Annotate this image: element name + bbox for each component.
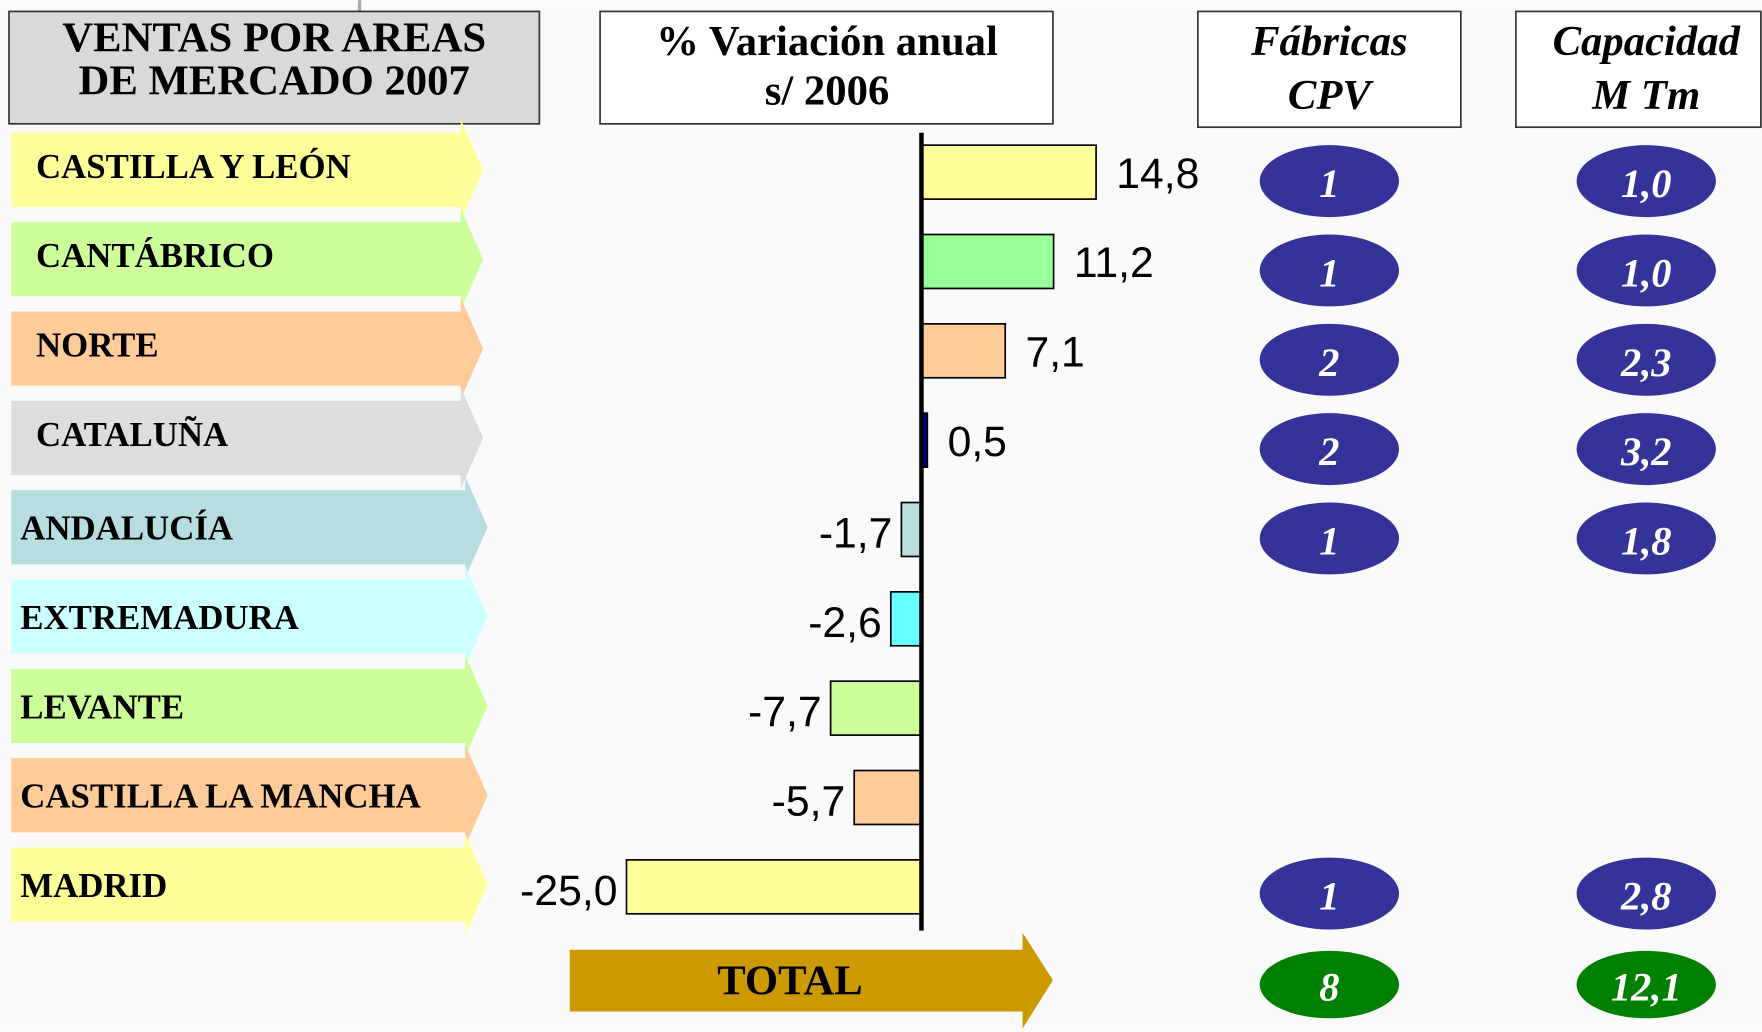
table-value: 1,0 <box>1621 161 1672 206</box>
category-arrow <box>11 744 488 846</box>
value-oval <box>1576 145 1716 218</box>
bar <box>920 323 1007 379</box>
value-oval <box>1576 413 1716 486</box>
category-arrow <box>11 834 488 936</box>
header-box <box>8 10 541 125</box>
chart-title: s/ 2006 <box>765 67 890 114</box>
table-value: 1,8 <box>1621 518 1672 563</box>
value-label: -1,7 <box>819 510 893 558</box>
value-label: -25,0 <box>520 867 617 915</box>
header-title: DE MERCADO 2007 <box>79 57 470 104</box>
value-label: 7,1 <box>1025 329 1084 377</box>
table-value: 1,0 <box>1621 250 1672 295</box>
table-total: 8 <box>1319 965 1339 1010</box>
value-label: -7,7 <box>748 688 822 736</box>
bar <box>625 859 923 915</box>
category-label: CANTÁBRICO <box>36 236 274 275</box>
column-header-box <box>1197 10 1462 129</box>
value-oval <box>1259 502 1400 575</box>
bar <box>920 144 1097 200</box>
category-label: CATALUÑA <box>36 415 228 454</box>
bar <box>853 769 923 826</box>
category-label: LEVANTE <box>20 687 184 726</box>
category-label: CASTILLA Y LEÓN <box>36 146 351 186</box>
header-title: VENTAS POR AREAS <box>62 15 486 62</box>
value-label: 0,5 <box>948 418 1007 466</box>
category-arrow <box>11 208 484 310</box>
bar <box>900 501 923 558</box>
category-arrow <box>11 387 484 489</box>
total-label: TOTAL <box>717 957 863 1004</box>
value-oval <box>1576 857 1716 930</box>
table-value: 1 <box>1319 161 1339 206</box>
column-header: Fábricas <box>1250 18 1408 65</box>
value-oval <box>1576 234 1716 307</box>
bar <box>889 591 923 647</box>
chart-title: % Variación anual <box>656 18 998 65</box>
value-oval <box>1259 234 1400 307</box>
value-oval <box>1259 857 1400 930</box>
category-arrow <box>11 119 484 221</box>
table-value: 2,8 <box>1620 874 1672 919</box>
total-oval <box>1259 950 1400 1019</box>
column-header: CPV <box>1288 72 1375 119</box>
value-oval <box>1259 323 1400 396</box>
table-value: 1 <box>1319 518 1339 563</box>
table-value: 3,2 <box>1620 429 1672 474</box>
table-value: 2,3 <box>1620 340 1672 385</box>
column-header: M Tm <box>1591 72 1700 119</box>
table-value: 2 <box>1318 340 1339 385</box>
value-oval <box>1259 145 1400 218</box>
category-arrow <box>11 566 488 668</box>
column-header: Capacidad <box>1553 18 1741 65</box>
table-value: 2 <box>1318 429 1339 474</box>
value-label: -2,6 <box>808 599 882 647</box>
category-label: MADRID <box>20 866 167 905</box>
table-value: 1 <box>1319 250 1339 295</box>
bar <box>829 680 923 736</box>
bar <box>920 233 1055 290</box>
category-arrow <box>11 655 488 757</box>
category-label: ANDALUCÍA <box>20 509 233 548</box>
value-oval <box>1576 323 1716 396</box>
table-value: 1 <box>1319 874 1339 919</box>
value-label: -5,7 <box>772 778 846 826</box>
chart-title-box <box>599 10 1054 125</box>
category-label: NORTE <box>36 326 159 365</box>
category-arrow <box>11 297 484 400</box>
value-oval <box>1259 413 1400 486</box>
value-oval <box>1576 502 1716 575</box>
category-label: EXTREMADURA <box>20 598 299 637</box>
total-oval <box>1576 950 1716 1019</box>
value-label: 11,2 <box>1074 239 1154 287</box>
table-total: 12,1 <box>1611 965 1682 1010</box>
total-arrow <box>569 932 1053 1029</box>
category-arrow <box>11 476 488 578</box>
value-label: 14,8 <box>1116 150 1199 198</box>
column-header-box <box>1515 10 1762 129</box>
category-label: CASTILLA LA MANCHA <box>20 777 421 816</box>
